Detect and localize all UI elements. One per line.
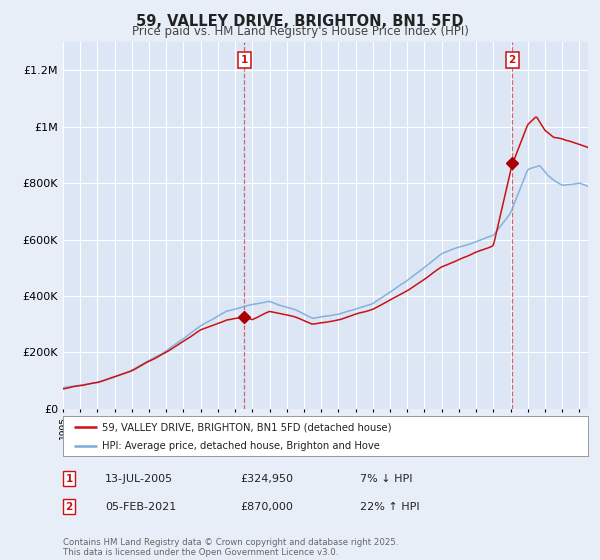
Text: £324,950: £324,950 [240,474,293,484]
Text: £870,000: £870,000 [240,502,293,512]
Text: 1: 1 [65,474,73,484]
Text: 05-FEB-2021: 05-FEB-2021 [105,502,176,512]
Text: 2: 2 [65,502,73,512]
Text: 13-JUL-2005: 13-JUL-2005 [105,474,173,484]
Text: Price paid vs. HM Land Registry's House Price Index (HPI): Price paid vs. HM Land Registry's House … [131,25,469,38]
Text: 7% ↓ HPI: 7% ↓ HPI [360,474,413,484]
Text: Contains HM Land Registry data © Crown copyright and database right 2025.
This d: Contains HM Land Registry data © Crown c… [63,538,398,557]
Text: 59, VALLEY DRIVE, BRIGHTON, BN1 5FD: 59, VALLEY DRIVE, BRIGHTON, BN1 5FD [136,14,464,29]
Text: 59, VALLEY DRIVE, BRIGHTON, BN1 5FD (detached house): 59, VALLEY DRIVE, BRIGHTON, BN1 5FD (det… [103,422,392,432]
Text: 2: 2 [508,55,516,66]
Text: 1: 1 [241,55,248,66]
Text: 22% ↑ HPI: 22% ↑ HPI [360,502,419,512]
Text: HPI: Average price, detached house, Brighton and Hove: HPI: Average price, detached house, Brig… [103,441,380,451]
